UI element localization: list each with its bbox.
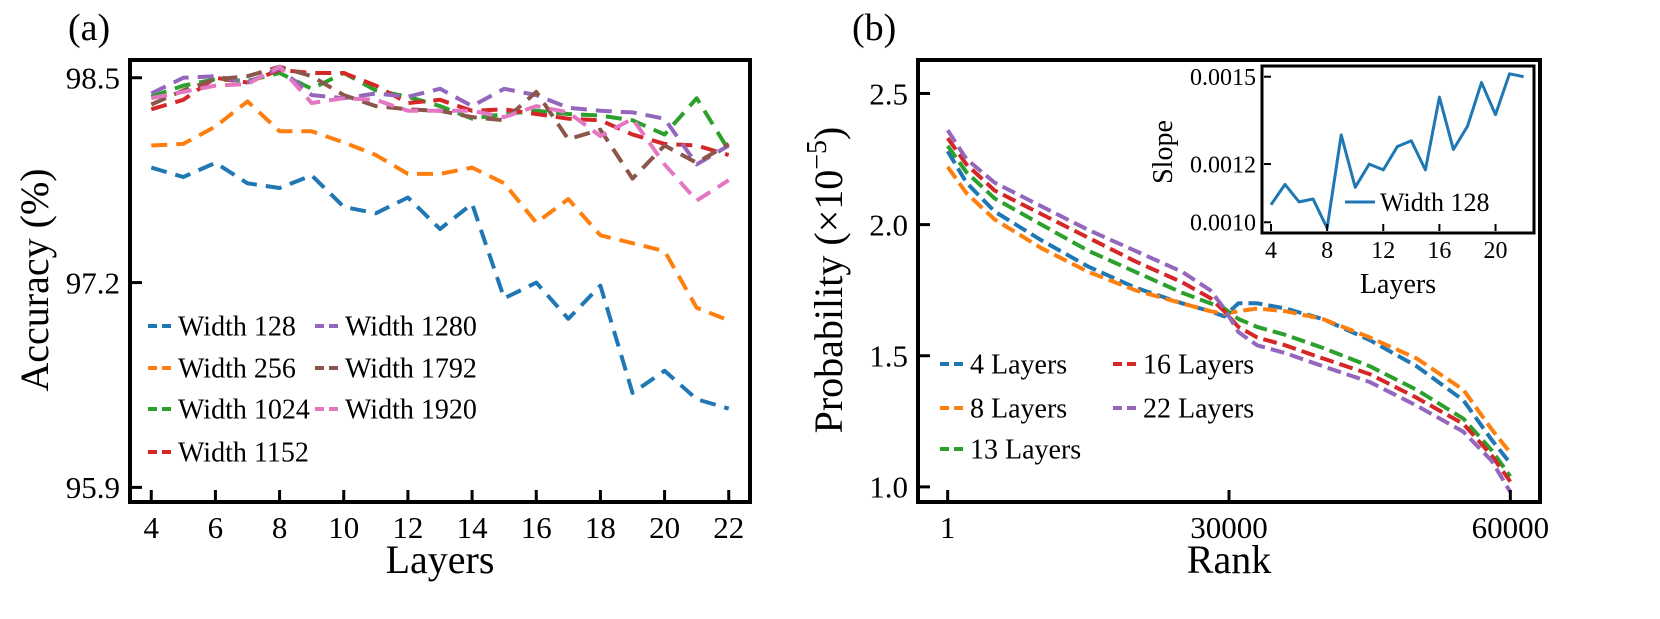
y-tick-label: 1.0 [869, 470, 908, 505]
series-line-width-1024 [150, 71, 731, 152]
legend-item-width-1280: Width 1280 [315, 312, 477, 343]
legend-label: Width 1152 [178, 438, 309, 469]
legend-label: 13 Layers [970, 435, 1081, 466]
legend-item-16-layers: 16 Layers [1113, 350, 1254, 381]
panel-a-label: (a) [68, 7, 110, 49]
probability-y-axis-ticks: 1.0 1.5 2.0 2.5 [869, 76, 930, 505]
y-tick-label: 2.5 [869, 76, 908, 111]
legend-label: Width 256 [178, 354, 296, 385]
accuracy-legend: Width 128 Width 256 Width 1024 Width 1152 Wi… [148, 312, 477, 469]
accuracy-y-axis-label: Accuracy (%) [12, 168, 57, 391]
probability-y-label-exponent: −5 [802, 140, 833, 170]
legend-label: Width 1920 [345, 395, 477, 426]
probability-x-axis-ticks: 1 30000 60000 [940, 490, 1549, 545]
legend-label: Width 1280 [345, 312, 477, 343]
legend-label: 22 Layers [1143, 394, 1254, 425]
series-line-width-128 [1269, 72, 1524, 230]
slope-inset-x-axis-label: Layers [1360, 269, 1436, 300]
legend-label: 4 Layers [970, 350, 1067, 381]
y-tick-label: 95.9 [66, 470, 120, 505]
legend-item-8-layers: 8 Layers [940, 394, 1067, 425]
x-tick-label: 10 [328, 510, 359, 545]
x-tick-label: 20 [1484, 238, 1508, 264]
accuracy-x-axis-label: Layers [386, 537, 495, 582]
series-line-22-layers [946, 129, 1513, 494]
series-line-width-1920 [150, 64, 730, 203]
x-tick-label: 4 [144, 510, 160, 545]
x-tick-label: 18 [585, 510, 616, 545]
legend-item-13-layers: 13 Layers [940, 435, 1081, 466]
series-line-4-layers [945, 150, 1512, 465]
legend-label: Width 1792 [345, 354, 477, 385]
legend-label: 16 Layers [1143, 350, 1254, 381]
slope-inset-y-axis-label: Slope [1148, 120, 1179, 184]
legend-item-width-1920: Width 1920 [315, 395, 477, 426]
y-tick-label: 1.5 [869, 339, 908, 374]
probability-legend: 4 Layers 8 Layers 13 Layers 16 Layers 22 Lay… [940, 350, 1254, 466]
accuracy-series-lines [150, 64, 731, 411]
x-tick-label: 22 [713, 510, 744, 545]
y-tick-label: 2.0 [869, 207, 908, 242]
legend-item-width-128: Width 128 [148, 312, 296, 343]
accuracy-plot-frame [128, 58, 752, 504]
legend-label: 8 Layers [970, 394, 1067, 425]
series-line-width-1280 [150, 66, 730, 167]
legend-item-width-256: Width 256 [148, 354, 296, 385]
probability-y-axis-label: Probability (×10−5) [802, 127, 851, 434]
y-tick-label: 98.5 [66, 61, 120, 96]
accuracy-x-axis-ticks: 4 6 8 10 12 14 16 18 20 22 [144, 490, 744, 545]
legend-item-width-1024: Width 1024 [148, 395, 310, 426]
x-tick-label: 12 [392, 510, 423, 545]
slope-inset-legend: Width 128 [1345, 188, 1489, 217]
slope-inset-frame [1260, 64, 1536, 235]
legend-label: Width 128 [178, 312, 296, 343]
slope-inset-background [1262, 66, 1534, 233]
y-tick-label: 97.2 [66, 265, 120, 300]
slope-inset: 4 8 12 16 20 0.0010 0.0012 0.0015 Layers Slope… [1148, 64, 1536, 300]
x-tick-label: 12 [1371, 238, 1395, 264]
legend-item-4-layers: 4 Layers [940, 350, 1067, 381]
series-line-13-layers [946, 144, 1512, 478]
slope-inset-lines [1269, 72, 1524, 230]
x-tick-label: 30000 [1190, 510, 1268, 545]
probability-x-axis-label: Rank [1187, 537, 1271, 582]
legend-item-width-1792: Width 1792 [315, 354, 477, 385]
x-tick-label: 4 [1265, 238, 1277, 264]
x-tick-label: 14 [457, 510, 489, 545]
x-tick-label: 16 [1427, 238, 1451, 264]
probability-y-label-main: Probability (×10 [806, 170, 851, 434]
legend-item-22-layers: 22 Layers [1113, 394, 1254, 425]
x-tick-label: 8 [1321, 238, 1333, 264]
y-tick-label: 0.0015 [1190, 65, 1256, 91]
x-tick-label: 1 [940, 510, 956, 545]
x-tick-label: 8 [272, 510, 288, 545]
legend-label: Width 128 [1380, 188, 1489, 217]
probability-series-lines [945, 129, 1513, 494]
y-tick-label: 0.0012 [1190, 152, 1256, 178]
probability-panel: (b) 1 30000 60000 1.0 1.5 2.0 2.5 Rank Probab… [802, 7, 1549, 582]
probability-plot-frame [916, 58, 1542, 504]
accuracy-y-axis-ticks: 95.9 97.2 98.5 [66, 61, 142, 505]
legend-label: Width 1024 [178, 395, 310, 426]
series-line-width-128 [150, 160, 730, 411]
legend-item-width-1152: Width 1152 [148, 438, 309, 469]
x-tick-label: 60000 [1472, 510, 1550, 545]
slope-inset-y-ticks: 0.0010 0.0012 0.0015 [1190, 65, 1271, 237]
series-line-width-256 [151, 99, 730, 323]
x-tick-label: 20 [649, 510, 680, 545]
y-tick-label: 0.0010 [1190, 211, 1256, 237]
x-tick-label: 6 [208, 510, 224, 545]
x-tick-label: 16 [521, 510, 552, 545]
panel-b-label: (b) [852, 7, 896, 49]
slope-inset-x-ticks: 4 8 12 16 20 [1265, 224, 1508, 264]
accuracy-panel: (a) 4 6 8 10 12 14 16 18 20 22 95.9 97.2 98.5 Layer… [12, 7, 752, 582]
probability-y-label-close: ) [806, 127, 851, 140]
legend-item-width-128: Width 128 [1345, 188, 1489, 217]
